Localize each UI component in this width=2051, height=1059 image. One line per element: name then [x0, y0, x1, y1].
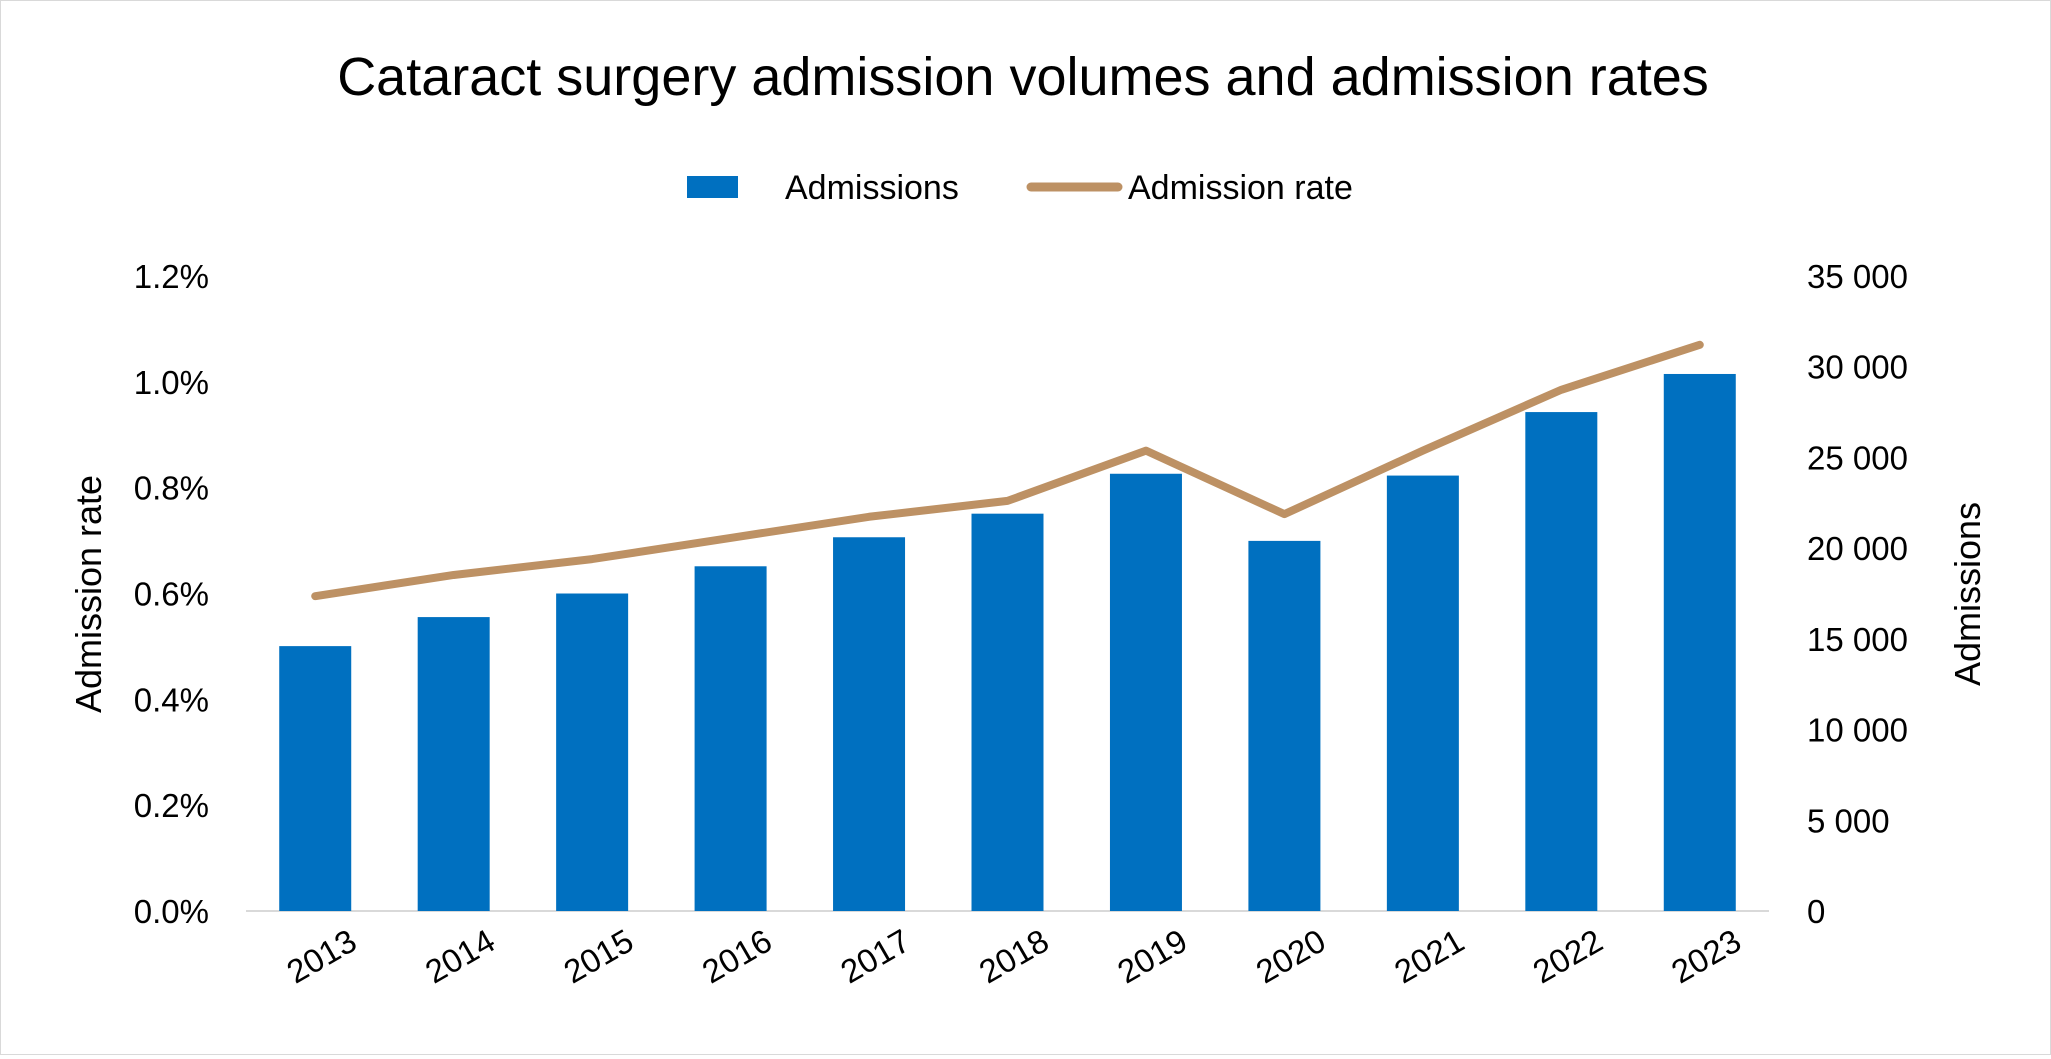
right-tick-label: 30 000: [1807, 349, 1908, 386]
bar: [1248, 540, 1321, 911]
x-axis-ticks: 2013 2014 2015 2016 2017 2018 2019 2020 2021 2022…: [280, 922, 1747, 991]
right-axis-ticks: 0 5 000 10 000 15 000 20 000 25 000 30 000 35 0…: [1807, 258, 1908, 930]
left-tick-label: 0.0%: [134, 893, 209, 930]
x-tick-label: 2021: [1388, 922, 1470, 991]
bar: [1663, 373, 1736, 911]
bar: [1386, 475, 1459, 911]
left-tick-label: 1.0%: [134, 364, 209, 401]
right-tick-label: 25 000: [1807, 439, 1908, 476]
x-tick-label: 2019: [1111, 922, 1193, 991]
x-tick-label: 2022: [1527, 922, 1609, 991]
x-tick-label: 2014: [419, 922, 501, 991]
x-tick-label: 2023: [1665, 922, 1747, 991]
chart-title: Cataract surgery admission volumes and a…: [337, 47, 1709, 107]
bar: [417, 617, 490, 911]
x-tick-label: 2016: [696, 922, 778, 991]
bar-series-admissions: [279, 373, 1736, 911]
bar: [971, 513, 1044, 911]
x-tick-label: 2013: [280, 922, 362, 991]
x-tick-label: 2020: [1250, 922, 1332, 991]
right-tick-label: 0: [1807, 893, 1825, 930]
rate-line-path: [311, 340, 1704, 601]
right-tick-label: 35 000: [1807, 258, 1908, 295]
bar: [279, 646, 352, 911]
x-tick-label: 2015: [557, 922, 639, 991]
bar: [694, 566, 767, 911]
left-tick-label: 1.2%: [134, 258, 209, 295]
bar: [556, 593, 629, 911]
left-axis-title: Admission rate: [68, 475, 109, 713]
line-series-admission-rate: [311, 340, 1704, 601]
bar: [833, 537, 906, 911]
legend-label-admission-rate: Admission rate: [1128, 169, 1353, 207]
left-tick-label: 0.4%: [134, 681, 209, 718]
left-axis-ticks: 0.0% 0.2% 0.4% 0.6% 0.8% 1.0% 1.2%: [134, 258, 209, 930]
right-tick-label: 15 000: [1807, 621, 1908, 658]
bar: [1109, 473, 1182, 911]
legend-label-admissions: Admissions: [785, 169, 959, 207]
left-tick-label: 0.6%: [134, 576, 209, 613]
right-tick-label: 20 000: [1807, 530, 1908, 567]
x-tick-label: 2018: [973, 922, 1055, 991]
left-tick-label: 0.2%: [134, 787, 209, 824]
x-tick-label: 2017: [834, 922, 916, 991]
legend-swatch-admissions: [687, 176, 738, 198]
right-axis-title: Admissions: [1947, 502, 1988, 686]
bar: [1525, 412, 1598, 911]
legend: Admissions Admission rate: [687, 169, 1353, 207]
right-tick-label: 10 000: [1807, 712, 1908, 749]
left-tick-label: 0.8%: [134, 470, 209, 507]
right-tick-label: 5 000: [1807, 802, 1890, 839]
